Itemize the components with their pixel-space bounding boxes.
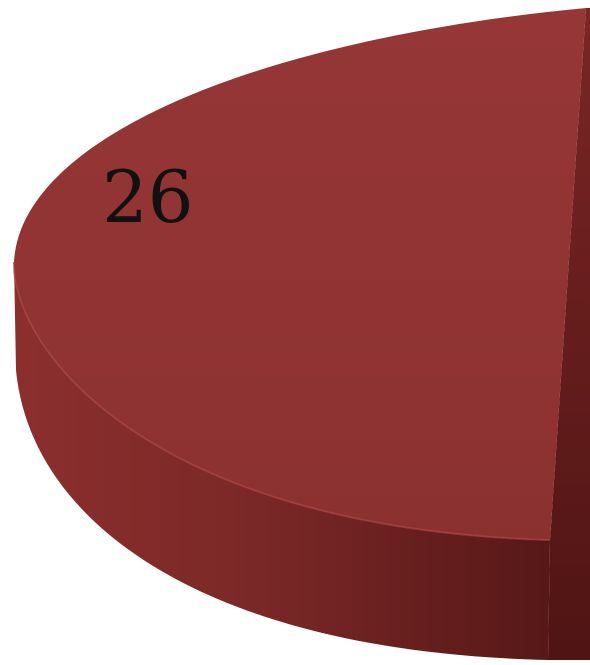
pie-slice[interactable] <box>13 8 586 540</box>
pie-slice-rim-highlight <box>12 261 551 541</box>
pie-slice-cut-face <box>548 8 590 660</box>
pie-slice-side <box>13 262 550 660</box>
pie-slice-group <box>12 8 590 660</box>
data-label: 26 <box>102 155 194 239</box>
